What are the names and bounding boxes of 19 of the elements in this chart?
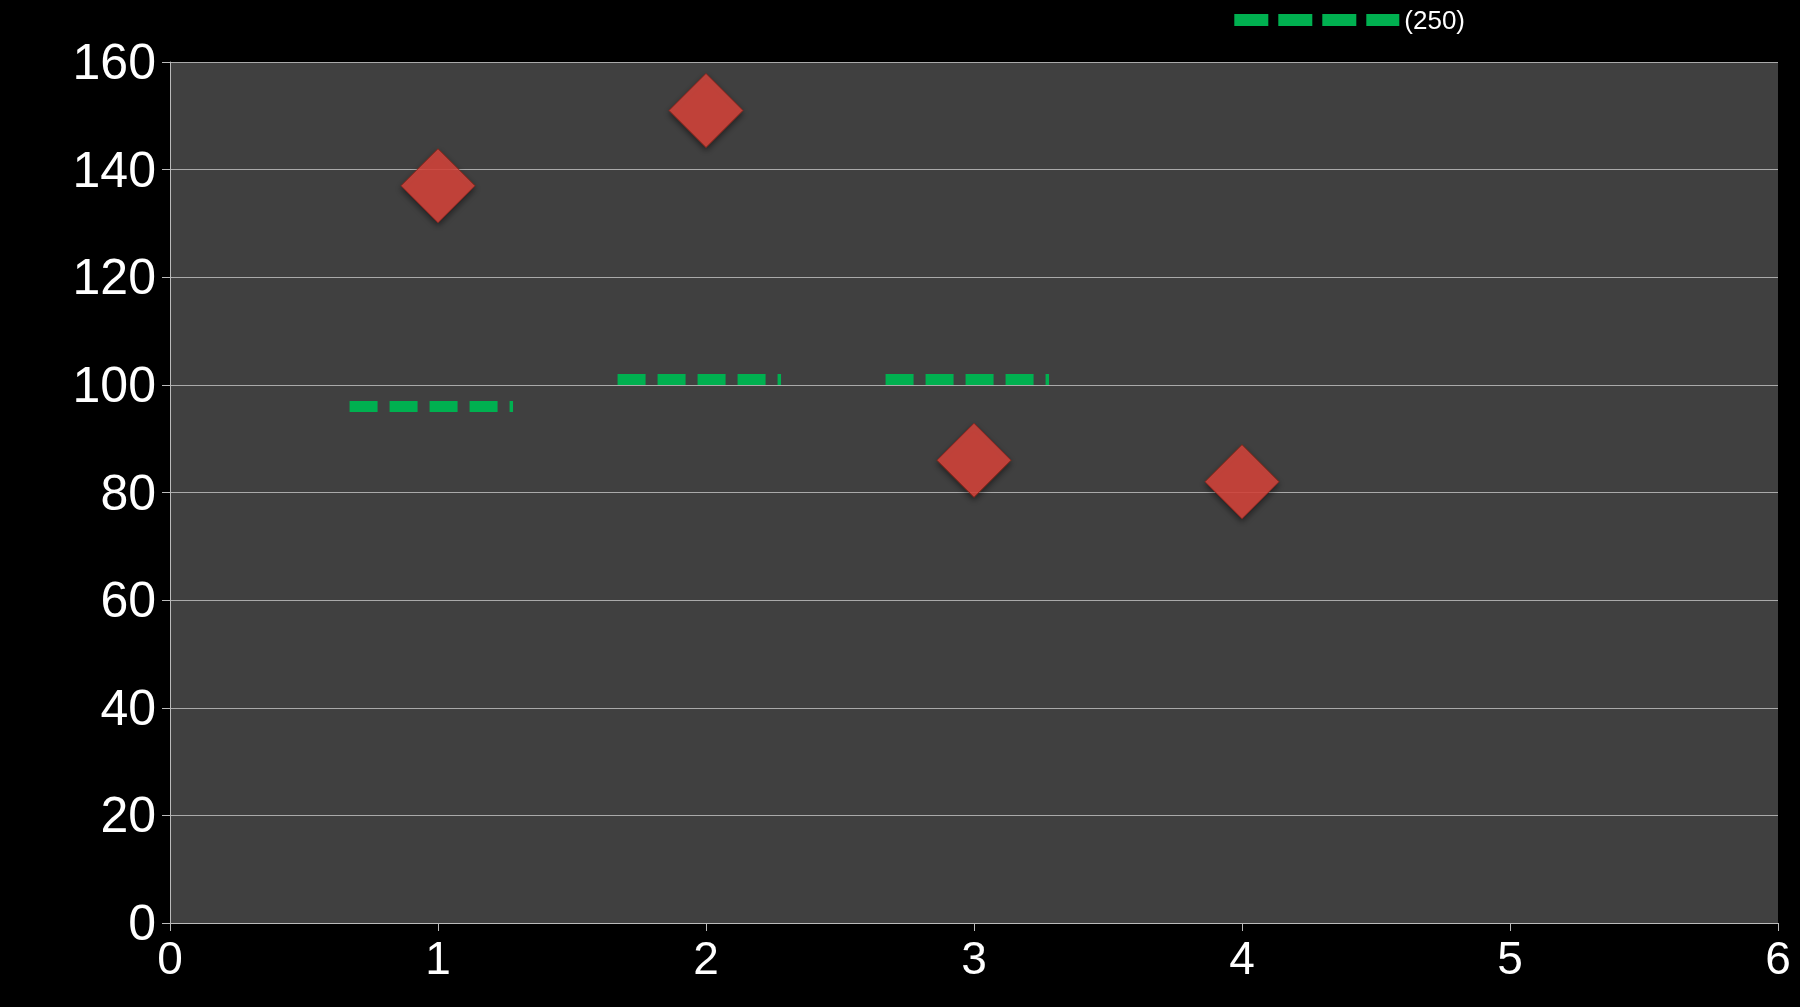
- y-tick-label: 60: [100, 572, 156, 629]
- x-tick-label: 1: [425, 932, 451, 984]
- y-tick-label: 80: [100, 464, 156, 521]
- y-tick-label: 40: [100, 679, 156, 736]
- point: [400, 148, 476, 224]
- y-tick-label: 20: [100, 787, 156, 844]
- point: [936, 422, 1012, 498]
- point: [1204, 444, 1280, 520]
- y-tick-label: 140: [72, 141, 156, 198]
- x-tick-label: 5: [1497, 932, 1523, 984]
- y-tick-label: 100: [72, 356, 156, 413]
- x-tick-label: 4: [1229, 932, 1255, 984]
- x-tick-label: 3: [961, 932, 987, 984]
- legend-label: (250): [1404, 5, 1466, 35]
- y-tick-label: 160: [72, 34, 156, 90]
- y-tick-label: 120: [72, 249, 156, 306]
- x-tick-label: 2: [693, 932, 719, 984]
- x-tick-label: 6: [1765, 932, 1791, 984]
- point: [668, 72, 744, 148]
